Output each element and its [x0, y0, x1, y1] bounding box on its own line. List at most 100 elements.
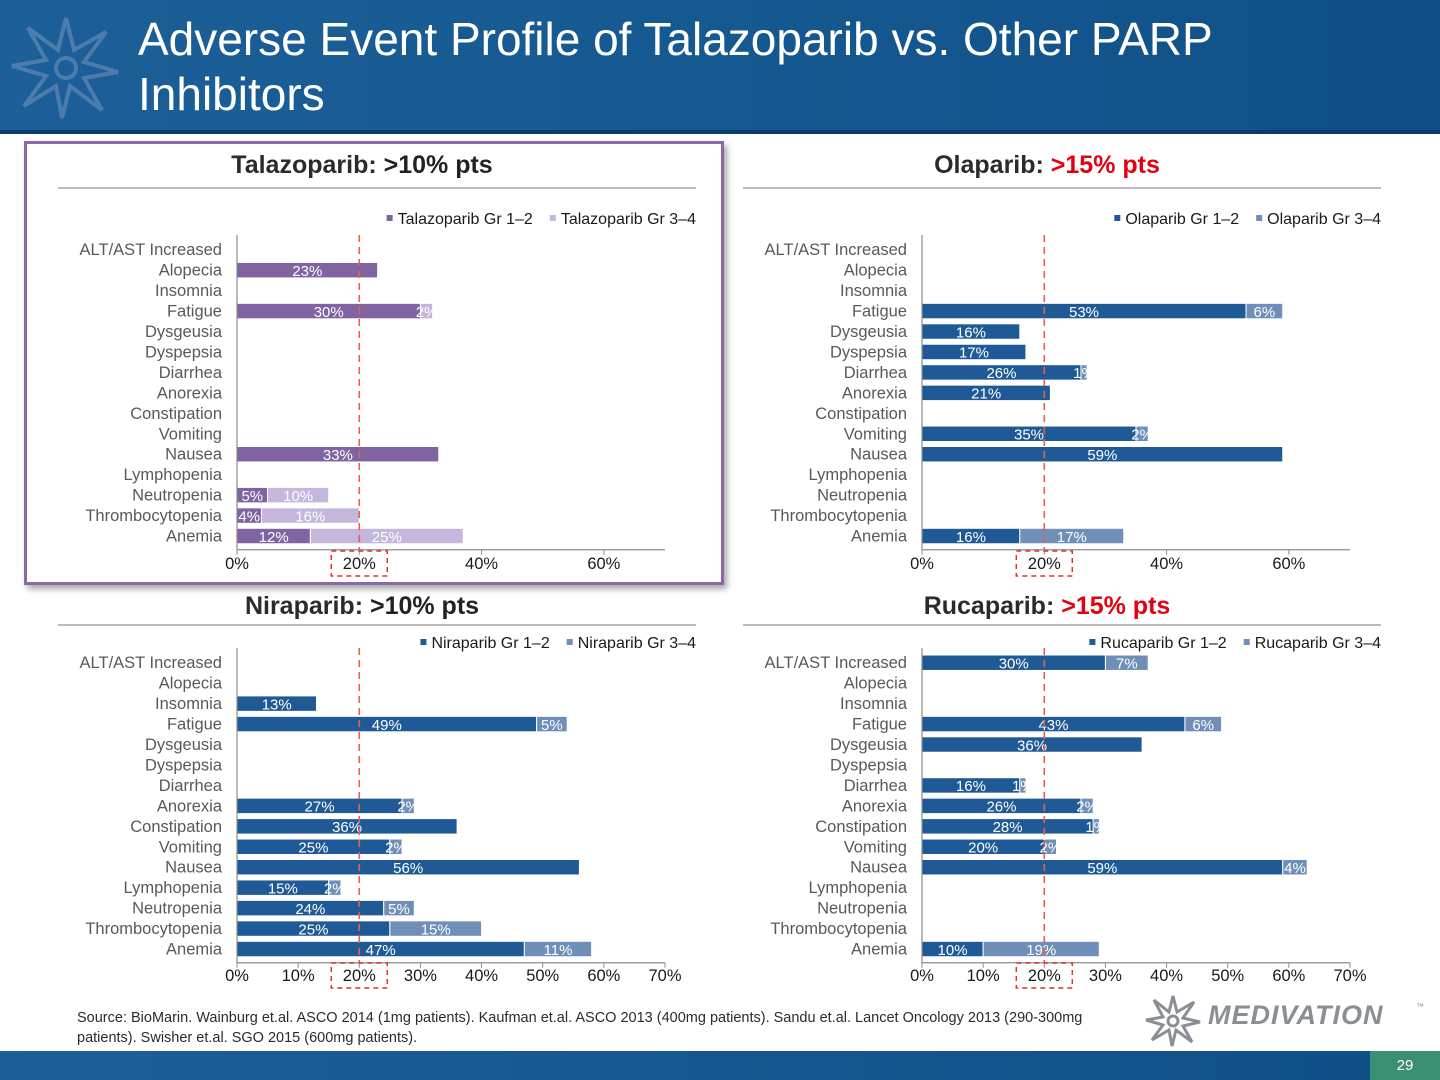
- reference-tick-highlight-box: [1015, 550, 1074, 577]
- category-label-insomnia: Insomnia: [840, 695, 908, 713]
- data-label-niraparib-gr-3-4-lymphopenia: 2%: [324, 880, 346, 897]
- legend-label: Niraparib Gr 3–4: [578, 635, 696, 652]
- data-label-olaparib-gr-1-2-vomiting: 35%: [1014, 427, 1044, 444]
- bar-rucaparib-gr-3-4-constipation: [1092, 818, 1100, 835]
- category-label-anorexia: Anorexia: [157, 797, 223, 815]
- data-label-niraparib-gr-1-2-thrombocytopenia: 25%: [298, 921, 328, 938]
- bar-olaparib-gr-3-4-fatigue: [1245, 302, 1284, 320]
- x-tick-label-60: 60%: [587, 967, 620, 985]
- data-label-talazoparib-gr-1-2-anemia: 12%: [259, 529, 289, 546]
- category-label-vomiting: Vomiting: [159, 838, 222, 856]
- data-label-niraparib-gr-1-2-lymphopenia: 15%: [268, 880, 298, 897]
- chart-svg: Talazoparib: >10% pts Talazoparib Gr 3–4 T…: [58, 151, 696, 577]
- x-tick-label-0: 0%: [225, 555, 249, 573]
- data-label-rucaparib-gr-3-4-alt-ast-increased: 7%: [1116, 655, 1138, 672]
- category-label-insomnia: Insomnia: [155, 695, 223, 713]
- legend-swatch: [549, 215, 556, 221]
- category-label-constipation: Constipation: [815, 818, 907, 836]
- data-label-olaparib-gr-1-2-anemia: 16%: [956, 529, 986, 546]
- category-label-nausea: Nausea: [165, 859, 223, 877]
- bar-olaparib-gr-3-4-vomiting: [1135, 425, 1149, 442]
- x-tick-label-20: 20%: [343, 967, 376, 985]
- chart-title: Niraparib: >10% pts: [245, 592, 479, 620]
- legend-swatch: [420, 639, 427, 645]
- category-label-anorexia: Anorexia: [157, 384, 223, 402]
- medivation-star-icon: [11, 17, 119, 119]
- data-label-rucaparib-gr-3-4-diarrhea: 1%: [1012, 778, 1034, 795]
- x-tick-label-10: 10%: [282, 967, 315, 985]
- category-label-alt-ast-increased: ALT/AST Increased: [80, 654, 222, 672]
- talazoparib-highlight-frame: [24, 141, 724, 585]
- data-label-niraparib-gr-3-4-fatigue: 5%: [541, 717, 563, 734]
- x-tick-label-40: 40%: [465, 967, 498, 985]
- data-label-olaparib-gr-1-2-diarrhea: 26%: [986, 365, 1016, 382]
- chart-title: Olaparib: >15% pts: [934, 151, 1160, 179]
- data-label-niraparib-gr-1-2-anorexia: 27%: [305, 799, 335, 816]
- category-label-constipation: Constipation: [815, 405, 907, 423]
- data-label-niraparib-gr-1-2-insomnia: 13%: [262, 696, 292, 713]
- data-label-olaparib-gr-1-2-dysgeusia: 16%: [956, 324, 986, 341]
- x-tick-label-30: 30%: [1089, 967, 1122, 985]
- data-label-rucaparib-gr-1-2-anemia: 10%: [938, 942, 968, 959]
- data-label-niraparib-gr-1-2-vomiting: 25%: [298, 840, 328, 857]
- legend-swatch: [386, 215, 393, 221]
- data-label-niraparib-gr-1-2-anemia: 47%: [366, 942, 396, 959]
- category-label-anorexia: Anorexia: [842, 797, 908, 815]
- legend-label: Olaparib Gr 1–2: [1125, 211, 1239, 228]
- category-label-alopecia: Alopecia: [844, 675, 908, 693]
- bar-talazoparib-gr-3-4-neutropenia: [267, 486, 330, 504]
- slide-title: Adverse Event Profile of Talazoparib vs.…: [138, 13, 1212, 120]
- category-label-nausea: Nausea: [850, 859, 908, 877]
- chart-title-drug: Talazoparib:: [231, 151, 383, 179]
- legend-swatch: [1256, 215, 1263, 221]
- legend-label: Rucaparib Gr 1–2: [1100, 635, 1226, 652]
- x-tick-label-20: 20%: [1028, 967, 1061, 985]
- x-tick-label-30: 30%: [404, 967, 437, 985]
- chart-svg: Niraparib: >10% pts Niraparib Gr 3–4 Nirap…: [58, 592, 696, 989]
- data-label-olaparib-gr-1-2-nausea: 59%: [1087, 447, 1117, 464]
- data-label-olaparib-gr-3-4-vomiting: 2%: [1131, 427, 1153, 444]
- legend-swatch: [1089, 639, 1096, 645]
- category-label-anemia: Anemia: [166, 941, 223, 959]
- data-label-talazoparib-gr-3-4-neutropenia: 10%: [283, 488, 313, 505]
- category-label-neutropenia: Neutropenia: [817, 487, 908, 505]
- x-tick-label-50: 50%: [1211, 967, 1244, 985]
- data-label-niraparib-gr-3-4-vomiting: 2%: [385, 840, 407, 857]
- chart-title: Rucaparib: >15% pts: [924, 592, 1171, 620]
- category-label-thrombocytopenia: Thrombocytopenia: [770, 920, 907, 938]
- category-label-diarrhea: Diarrhea: [159, 777, 223, 795]
- chart-svg: Rucaparib: >15% pts Rucaparib Gr 3–4 Rucap…: [743, 592, 1381, 989]
- data-label-niraparib-gr-3-4-thrombocytopenia: 15%: [421, 921, 451, 938]
- chart-svg: Olaparib: >15% pts Olaparib Gr 3–4 Olapari…: [743, 151, 1381, 577]
- category-label-fatigue: Fatigue: [167, 716, 222, 734]
- category-label-vomiting: Vomiting: [159, 425, 222, 443]
- category-label-diarrhea: Diarrhea: [159, 364, 223, 382]
- data-label-niraparib-gr-3-4-anorexia: 2%: [397, 799, 419, 816]
- category-label-alt-ast-increased: ALT/AST Increased: [80, 241, 222, 259]
- medivation-logo: MEDIVATION ™: [1142, 992, 1432, 1048]
- data-label-rucaparib-gr-1-2-diarrhea: 16%: [956, 778, 986, 795]
- category-label-anorexia: Anorexia: [842, 384, 908, 402]
- category-label-thrombocytopenia: Thrombocytopenia: [770, 507, 907, 525]
- legend-label: Olaparib Gr 3–4: [1267, 211, 1381, 228]
- bar-niraparib-gr-3-4-neutropenia: [383, 899, 415, 917]
- data-label-olaparib-gr-3-4-fatigue: 6%: [1254, 304, 1276, 321]
- data-label-talazoparib-gr-3-4-fatigue: 2%: [416, 304, 438, 321]
- bar-talazoparib-gr-3-4-anemia: [309, 527, 464, 545]
- legend-swatch: [566, 639, 573, 645]
- category-label-thrombocytopenia: Thrombocytopenia: [85, 507, 222, 525]
- data-label-talazoparib-gr-1-2-thrombocytopenia: 4%: [238, 508, 260, 525]
- category-label-dyspepsia: Dyspepsia: [830, 756, 908, 774]
- data-label-olaparib-gr-1-2-dyspepsia: 17%: [959, 345, 989, 362]
- category-label-diarrhea: Diarrhea: [844, 364, 908, 382]
- data-label-rucaparib-gr-1-2-dysgeusia: 36%: [1017, 737, 1047, 754]
- category-label-lymphopenia: Lymphopenia: [809, 466, 908, 484]
- x-tick-label-0: 0%: [910, 967, 934, 985]
- category-label-constipation: Constipation: [130, 818, 222, 836]
- bar-niraparib-gr-3-4-fatigue: [536, 715, 568, 733]
- x-tick-label-20: 20%: [1028, 555, 1061, 573]
- bar-rucaparib-gr-3-4-diarrhea: [1019, 777, 1027, 794]
- chart-panel-talazoparib: Talazoparib: >10% pts Talazoparib Gr 3–4 T…: [40, 145, 720, 585]
- category-label-fatigue: Fatigue: [852, 716, 907, 734]
- x-tick-label-40: 40%: [465, 555, 498, 573]
